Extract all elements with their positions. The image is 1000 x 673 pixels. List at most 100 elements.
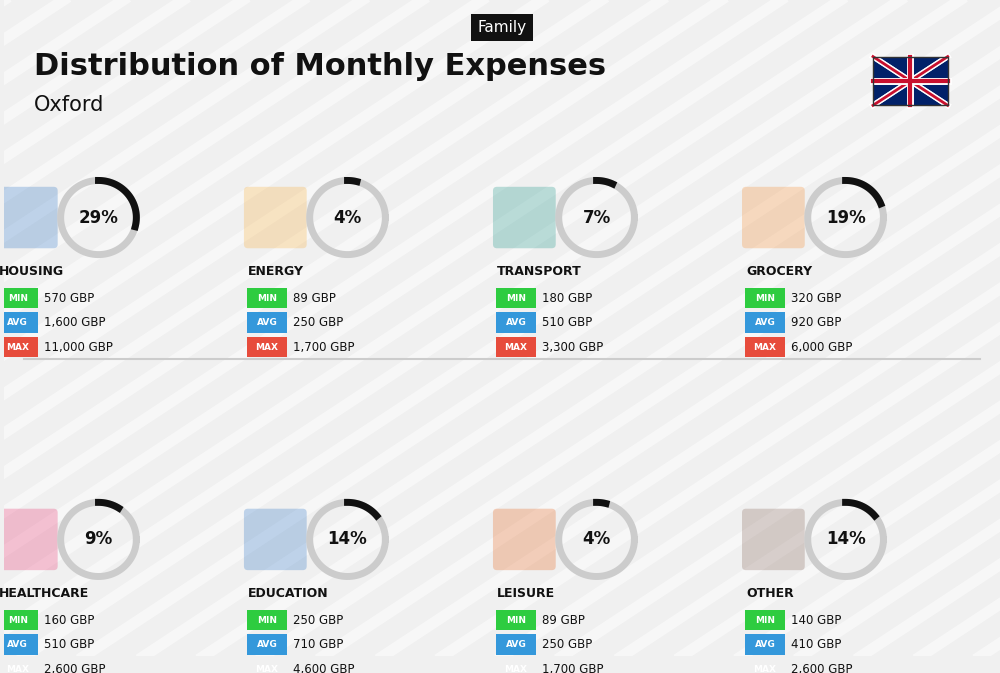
FancyBboxPatch shape (493, 187, 556, 248)
Text: HOUSING: HOUSING (0, 264, 64, 278)
Text: 3,300 GBP: 3,300 GBP (542, 341, 603, 354)
Text: AVG: AVG (256, 640, 277, 649)
FancyBboxPatch shape (745, 658, 785, 673)
Text: OTHER: OTHER (746, 587, 794, 600)
Text: MAX: MAX (255, 343, 278, 352)
Text: TRANSPORT: TRANSPORT (497, 264, 582, 278)
Text: 140 GBP: 140 GBP (791, 614, 841, 627)
Text: 6,000 GBP: 6,000 GBP (791, 341, 852, 354)
FancyBboxPatch shape (745, 634, 785, 655)
FancyBboxPatch shape (496, 658, 536, 673)
Text: LEISURE: LEISURE (497, 587, 555, 600)
FancyBboxPatch shape (247, 312, 287, 332)
FancyBboxPatch shape (0, 312, 38, 332)
Text: 250 GBP: 250 GBP (293, 316, 343, 329)
Text: 7%: 7% (582, 209, 611, 227)
Text: MIN: MIN (755, 294, 775, 303)
FancyBboxPatch shape (873, 57, 948, 106)
FancyBboxPatch shape (247, 336, 287, 357)
FancyBboxPatch shape (496, 312, 536, 332)
Text: Oxford: Oxford (34, 96, 104, 115)
Text: 14%: 14% (826, 530, 865, 548)
Text: 570 GBP: 570 GBP (44, 292, 94, 305)
Text: 710 GBP: 710 GBP (293, 638, 343, 651)
Text: HEALTHCARE: HEALTHCARE (0, 587, 89, 600)
FancyBboxPatch shape (745, 288, 785, 308)
Text: 4,600 GBP: 4,600 GBP (293, 663, 354, 673)
FancyBboxPatch shape (496, 288, 536, 308)
Text: 2,600 GBP: 2,600 GBP (791, 663, 852, 673)
FancyBboxPatch shape (0, 187, 58, 248)
Text: 19%: 19% (826, 209, 865, 227)
Text: 320 GBP: 320 GBP (791, 292, 841, 305)
Text: ENERGY: ENERGY (248, 264, 304, 278)
Text: AVG: AVG (7, 640, 28, 649)
Text: AVG: AVG (7, 318, 28, 327)
Text: 9%: 9% (84, 530, 113, 548)
Text: 250 GBP: 250 GBP (542, 638, 592, 651)
FancyBboxPatch shape (247, 658, 287, 673)
FancyBboxPatch shape (247, 634, 287, 655)
Text: GROCERY: GROCERY (746, 264, 812, 278)
Text: AVG: AVG (506, 640, 526, 649)
FancyBboxPatch shape (496, 336, 536, 357)
Text: 89 GBP: 89 GBP (542, 614, 585, 627)
Text: MIN: MIN (8, 616, 28, 625)
FancyBboxPatch shape (493, 509, 556, 570)
Text: 510 GBP: 510 GBP (44, 638, 94, 651)
FancyBboxPatch shape (0, 288, 38, 308)
Text: 410 GBP: 410 GBP (791, 638, 841, 651)
Text: 29%: 29% (79, 209, 118, 227)
Text: MAX: MAX (753, 343, 776, 352)
FancyBboxPatch shape (0, 336, 38, 357)
Text: AVG: AVG (755, 318, 775, 327)
FancyBboxPatch shape (247, 610, 287, 630)
FancyBboxPatch shape (742, 187, 805, 248)
FancyBboxPatch shape (0, 610, 38, 630)
FancyBboxPatch shape (745, 312, 785, 332)
FancyBboxPatch shape (247, 288, 287, 308)
Text: 920 GBP: 920 GBP (791, 316, 841, 329)
Text: MIN: MIN (506, 616, 526, 625)
FancyBboxPatch shape (742, 509, 805, 570)
FancyBboxPatch shape (496, 634, 536, 655)
Text: 160 GBP: 160 GBP (44, 614, 94, 627)
Text: 1,600 GBP: 1,600 GBP (44, 316, 105, 329)
Text: MIN: MIN (257, 616, 277, 625)
Text: AVG: AVG (256, 318, 277, 327)
Text: Family: Family (477, 20, 526, 35)
Text: Distribution of Monthly Expenses: Distribution of Monthly Expenses (34, 52, 606, 81)
FancyBboxPatch shape (496, 610, 536, 630)
Text: MAX: MAX (255, 665, 278, 673)
Text: 11,000 GBP: 11,000 GBP (44, 341, 113, 354)
Text: MAX: MAX (753, 665, 776, 673)
Text: 4%: 4% (333, 209, 362, 227)
Text: MIN: MIN (755, 616, 775, 625)
Text: MIN: MIN (257, 294, 277, 303)
Text: MIN: MIN (506, 294, 526, 303)
Text: 1,700 GBP: 1,700 GBP (293, 341, 354, 354)
FancyBboxPatch shape (0, 509, 58, 570)
Text: MAX: MAX (6, 665, 29, 673)
Text: 250 GBP: 250 GBP (293, 614, 343, 627)
FancyBboxPatch shape (244, 509, 307, 570)
FancyBboxPatch shape (0, 634, 38, 655)
Text: MIN: MIN (8, 294, 28, 303)
Text: EDUCATION: EDUCATION (248, 587, 329, 600)
Text: MAX: MAX (504, 665, 527, 673)
Text: MAX: MAX (6, 343, 29, 352)
Text: 2,600 GBP: 2,600 GBP (44, 663, 105, 673)
Text: 180 GBP: 180 GBP (542, 292, 592, 305)
FancyBboxPatch shape (244, 187, 307, 248)
Text: AVG: AVG (506, 318, 526, 327)
Text: 89 GBP: 89 GBP (293, 292, 336, 305)
Text: 4%: 4% (582, 530, 611, 548)
Text: MAX: MAX (504, 343, 527, 352)
FancyBboxPatch shape (745, 336, 785, 357)
FancyBboxPatch shape (0, 658, 38, 673)
Text: 14%: 14% (328, 530, 367, 548)
Text: 1,700 GBP: 1,700 GBP (542, 663, 603, 673)
Text: AVG: AVG (755, 640, 775, 649)
FancyBboxPatch shape (745, 610, 785, 630)
Text: 510 GBP: 510 GBP (542, 316, 592, 329)
